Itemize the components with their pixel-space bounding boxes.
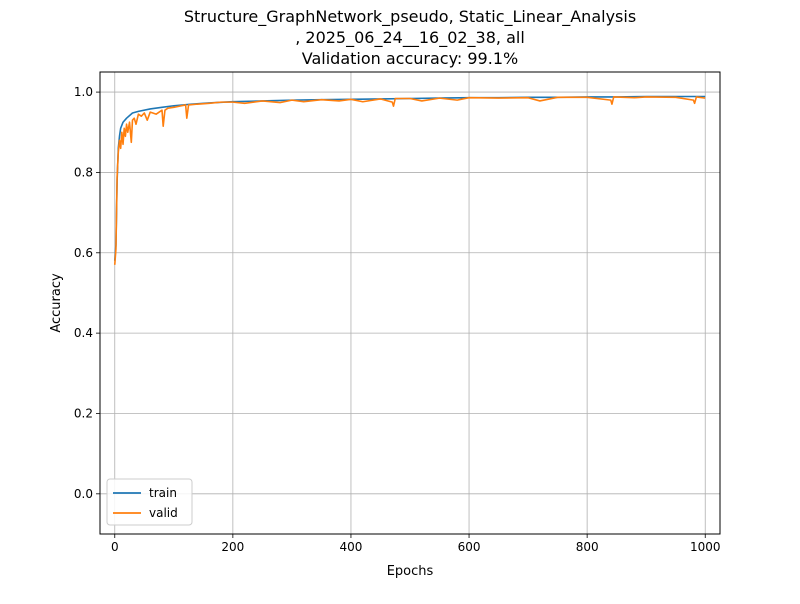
chart-title-line-2: , 2025_06_24__16_02_38, all	[295, 28, 525, 48]
series-line-valid	[113, 96, 706, 265]
y-tick-label: 0.4	[74, 326, 93, 340]
x-tick-label: 400	[339, 540, 362, 554]
x-tick-label: 200	[221, 540, 244, 554]
y-tick-label: 0.6	[74, 246, 93, 260]
chart-title-line-3: Validation accuracy: 99.1%	[302, 49, 518, 68]
y-axis-label: Accuracy	[49, 273, 64, 333]
series-line-train	[113, 95, 706, 261]
x-axis-label: Epochs	[387, 564, 434, 579]
y-axis-ticks: 0.0 0.2 0.4 0.6 0.8 1.0	[74, 85, 100, 501]
legend-label-train: train	[149, 486, 177, 500]
plot-frame	[99, 71, 721, 535]
x-tick-label: 600	[458, 540, 481, 554]
y-tick-label: 1.0	[74, 85, 93, 99]
x-tick-label: 800	[576, 540, 599, 554]
chart-title: Structure_GraphNetwork_pseudo, Static_Li…	[184, 7, 636, 68]
x-tick-label: 1000	[690, 540, 721, 554]
legend-label-valid: valid	[149, 506, 178, 520]
x-tick-label: 0	[111, 540, 119, 554]
chart-title-line-1: Structure_GraphNetwork_pseudo, Static_Li…	[184, 7, 636, 27]
y-tick-label: 0.0	[74, 487, 93, 501]
legend: train valid	[106, 478, 193, 526]
grid	[100, 72, 720, 534]
x-axis-ticks: 0 200 400 600 800 1000	[111, 534, 721, 554]
y-tick-label: 0.8	[74, 165, 93, 179]
series-lines	[113, 95, 706, 265]
y-tick-label: 0.2	[74, 406, 93, 420]
